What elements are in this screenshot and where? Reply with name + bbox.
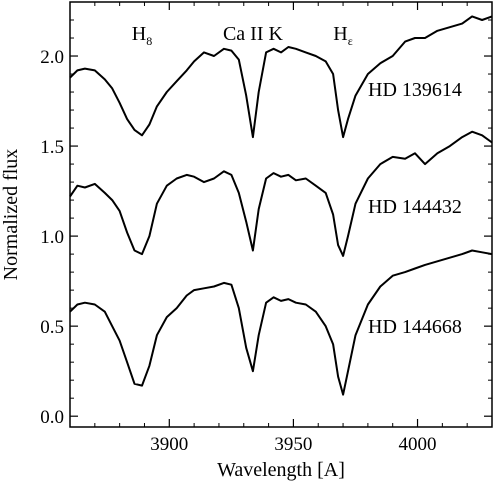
y-tick-label: 0.0 — [40, 407, 64, 428]
y-tick-label: 1.0 — [40, 227, 64, 248]
series-label-1: HD 139614 — [368, 79, 462, 101]
line-annotation-3: Hε — [333, 23, 353, 48]
x-tick-label: 3950 — [274, 434, 312, 455]
line-annotation-1: H8 — [132, 23, 152, 48]
plot-frame — [69, 1, 493, 428]
x-tick-label: 3900 — [150, 434, 188, 455]
series-line-3 — [69, 249, 493, 396]
series-line-2 — [69, 130, 493, 257]
y-tick-label: 2.0 — [40, 47, 64, 68]
ticks — [70, 2, 493, 427]
y-axis-label: Normalized flux — [0, 149, 22, 281]
y-tick-label: 0.5 — [40, 317, 64, 338]
labels: 3900 3950 4000 0.0 0.5 1.0 1.5 2.0 H8 Ca II K Hε HD… — [40, 23, 462, 455]
x-tick-label: 4000 — [399, 434, 437, 455]
series-label-2: HD 144432 — [368, 196, 462, 218]
line-annotation-2: Ca II K — [223, 23, 284, 45]
y-tick-label: 1.5 — [40, 137, 64, 158]
x-axis-label: Wavelength [A] — [217, 459, 345, 481]
series-line-1 — [69, 15, 493, 139]
series-label-3: HD 144668 — [368, 316, 462, 338]
plot-lines — [69, 15, 493, 396]
